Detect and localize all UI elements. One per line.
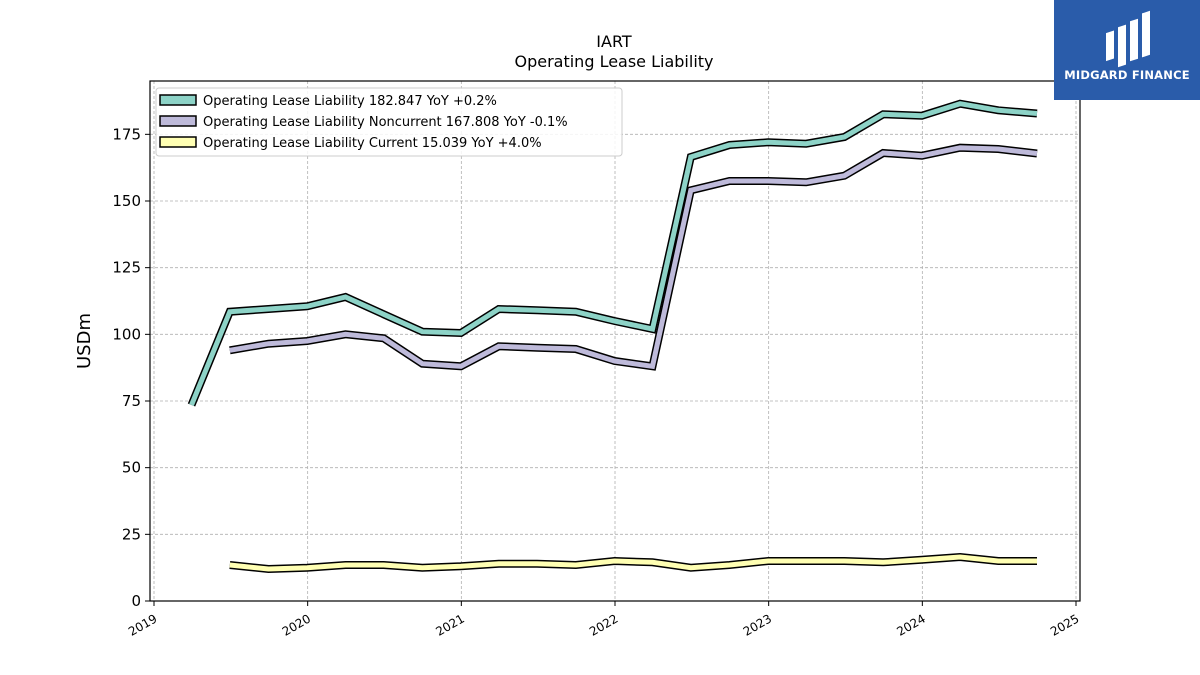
legend-label-2: Operating Lease Liability Current 15.039… [203,136,542,151]
legend-swatch-1 [159,115,197,127]
series-0-line [189,101,1038,406]
x-tick-label: 2019 [126,611,159,638]
y-tick-label: 75 [122,392,141,410]
brand-name: MIDGARD FINANCE [1064,68,1190,82]
y-tick-label: 150 [112,192,141,210]
logo-mark-icon [1106,10,1150,68]
legend-label-1: Operating Lease Liability Noncurrent 167… [203,115,568,130]
series-layer [187,99,1038,574]
x-tick-label: 2021 [433,611,466,638]
y-axis-label: USDm [74,313,95,369]
y-tick-label: 25 [122,525,141,543]
y-tick-label: 0 [131,592,141,610]
chart-subtitle: Operating Lease Liability [514,52,713,71]
x-tick-label: 2023 [741,611,774,638]
legend-label-0: Operating Lease Liability 182.847 YoY +0… [203,94,497,109]
series-2-line [229,554,1037,572]
legend-swatch-0 [159,94,197,106]
y-tick-label: 50 [122,459,141,477]
legend: Operating Lease Liability 182.847 YoY +0… [155,87,623,157]
x-tick-label: 2024 [894,611,927,638]
legend-swatch-2 [159,136,197,148]
x-tick-label: 2025 [1048,611,1081,638]
y-tick-label: 100 [112,325,141,343]
y-tick-label: 125 [112,259,141,277]
chart-title: IART [596,32,632,51]
grid-lines [150,81,1080,602]
y-tick-label: 175 [112,125,141,143]
x-tick-label: 2022 [587,611,620,638]
x-tick-label: 2020 [280,611,313,638]
series-1-line [229,145,1038,370]
legend-box [155,87,623,157]
brand-logo: MIDGARD FINANCE [1054,0,1200,100]
